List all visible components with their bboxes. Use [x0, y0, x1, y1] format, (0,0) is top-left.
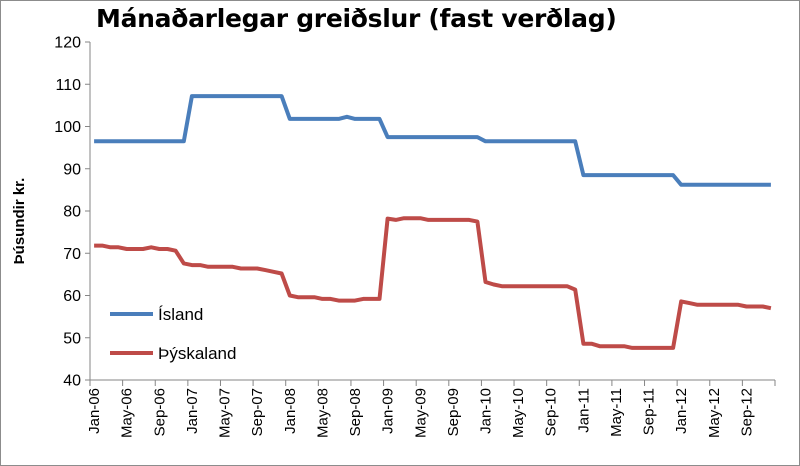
x-tick-label: May-12 — [706, 388, 723, 438]
y-axis-label: Þúsundir kr. — [11, 178, 28, 265]
x-tick-label: May-06 — [119, 388, 136, 438]
y-tick-label: 80 — [63, 204, 81, 221]
y-tick-label: 60 — [63, 288, 81, 305]
y-tick-label: 100 — [54, 119, 81, 136]
y-tick-label: 70 — [63, 246, 81, 263]
x-tick-label: May-11 — [608, 388, 625, 437]
legend-label-1: Þýskaland — [158, 344, 236, 363]
x-tick-label: Sep-12 — [738, 388, 755, 436]
y-axis: 40 50 60 70 80 90 100 110 120 — [54, 35, 91, 390]
x-tick-label: Sep-06 — [151, 388, 168, 436]
y-tick-label: 90 — [63, 161, 81, 178]
y-tick-label: 50 — [63, 330, 81, 347]
x-tick-label: Jan-11 — [575, 388, 592, 433]
y-tick-label: 120 — [54, 35, 81, 52]
x-tick-label: Sep-11 — [641, 388, 658, 435]
legend: Ísland Þýskaland — [110, 305, 236, 363]
x-tick-label: Sep-08 — [347, 388, 364, 436]
x-tick-label: May-09 — [412, 388, 429, 438]
x-tick-label: Sep-07 — [249, 388, 266, 436]
x-tick-label: Sep-09 — [445, 388, 462, 436]
x-tick-label: Jan-09 — [380, 388, 397, 434]
series-line-0 — [94, 94, 771, 187]
x-tick-label: May-07 — [217, 388, 234, 438]
x-tick-label: May-08 — [314, 388, 331, 438]
y-tick-label: 110 — [55, 77, 81, 94]
x-tick-label: May-10 — [510, 388, 527, 438]
x-tick-label: Jan-07 — [184, 388, 201, 434]
series-layer — [94, 94, 772, 350]
chart-title: Mánaðarlegar greiðslur (fast verðlag) — [96, 4, 617, 33]
y-tick-label: 40 — [63, 373, 81, 390]
x-axis: Jan-06 May-06 Sep-06 Jan-07 May-07 Sep-07 Jan-… — [86, 379, 776, 438]
legend-label-0: Ísland — [158, 305, 203, 324]
x-tick-label: Jan-12 — [673, 388, 690, 434]
x-tick-label: Jan-06 — [86, 388, 103, 434]
x-tick-label: Jan-10 — [478, 388, 495, 434]
x-tick-label: Sep-10 — [543, 388, 560, 436]
series-line-1 — [94, 216, 772, 350]
x-tick-label: Jan-08 — [282, 388, 299, 434]
